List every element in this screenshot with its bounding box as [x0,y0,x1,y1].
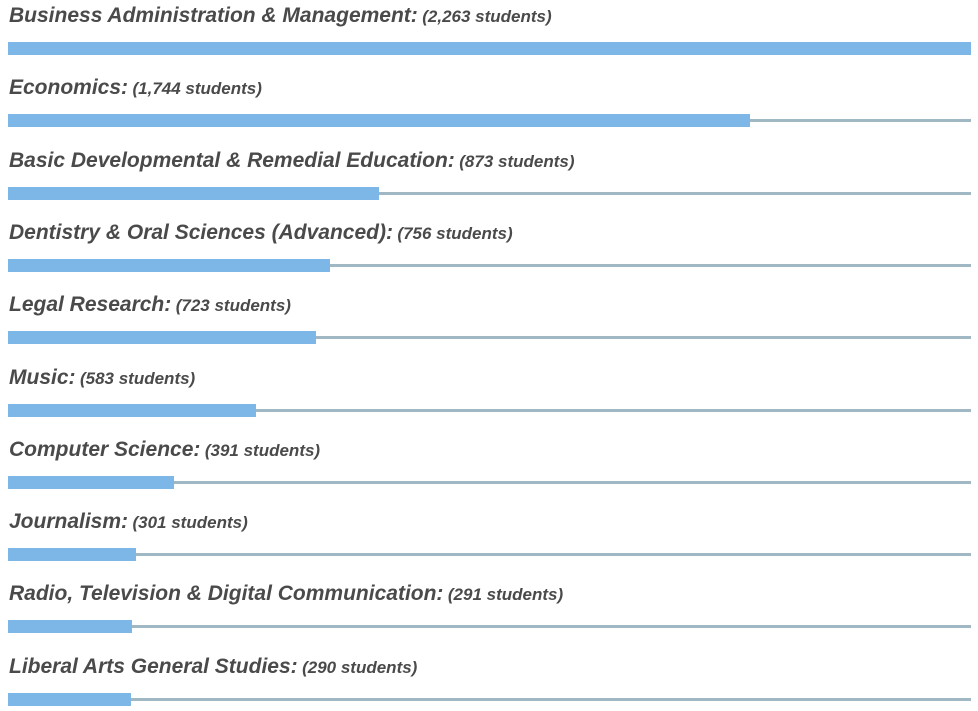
bar-label: Journalism: (301 students) [9,510,248,534]
category-name: Economics: [9,76,129,100]
bar-row: Basic Developmental & Remedial Education… [8,145,971,205]
bar-fill [8,620,132,634]
bar-fill [8,692,131,706]
bar-row: Economics: (1,744 students) [8,72,971,132]
bar-row: Dentistry & Oral Sciences (Advanced): (7… [8,217,971,277]
bar-fill [8,42,971,55]
bar-fill [8,331,316,345]
bar-track [8,191,971,195]
bar-label: Business Administration & Management: (2… [9,4,552,28]
bar-track [8,553,971,557]
category-name: Journalism: [9,510,129,534]
bar-row: Journalism: (301 students) [8,506,971,566]
student-count-label: (723 students) [175,296,291,316]
student-count-label: (391 students) [204,440,321,460]
bar-label: Music: (583 students) [9,366,195,390]
bar-track [8,263,971,267]
bar-row: Radio, Television & Digital Communicatio… [8,578,971,638]
bar-row: Music: (583 students) [8,362,971,422]
student-count-label: (290 students) [302,657,418,677]
bar-label: Basic Developmental & Remedial Education… [9,149,575,173]
category-name: Dentistry & Oral Sciences (Advanced): [9,220,393,244]
bar-fill [8,186,379,200]
bar-label: Dentistry & Oral Sciences (Advanced): (7… [9,221,513,245]
bar-fill [8,114,750,128]
student-count-label: (2,263 students) [422,7,552,26]
student-count-label: (756 students) [397,223,513,243]
student-count-label: (583 students) [79,368,196,388]
student-count-label: (291 students) [447,585,564,605]
category-name: Liberal Arts General Studies: [9,654,298,678]
bar-fill [8,548,136,562]
bar-track [8,480,971,484]
bar-label: Radio, Television & Digital Communicatio… [9,582,563,606]
bar-label: Economics: (1,744 students) [9,76,262,100]
bar-label: Liberal Arts General Studies: (290 stude… [9,655,417,679]
category-name: Radio, Television & Digital Communicatio… [9,582,444,606]
student-count-label: (301 students) [132,513,248,533]
bar-row: Computer Science: (391 students) [8,434,971,494]
bar-track [8,408,971,412]
student-count-label: (873 students) [459,151,575,171]
bar-track [8,625,971,629]
bar-fill [8,258,330,272]
bar-label: Computer Science: (391 students) [9,438,320,462]
bar-track [8,697,971,701]
bar-row: Liberal Arts General Studies: (290 stude… [8,651,971,711]
category-name: Basic Developmental & Remedial Education… [9,148,455,172]
category-name: Music: [9,365,76,389]
bar-track [8,336,971,340]
bar-fill [8,403,256,417]
category-name: Legal Research: [9,293,172,317]
bar-label: Legal Research: (723 students) [9,293,291,317]
student-count-label: (1,744 students) [132,79,262,99]
bar-fill [8,475,174,489]
category-name: Computer Science: [9,437,201,461]
category-name: Business Administration & Management: [9,4,418,27]
bar-row: Legal Research: (723 students) [8,289,971,349]
bar-row: Business Administration & Management: (2… [8,0,971,60]
